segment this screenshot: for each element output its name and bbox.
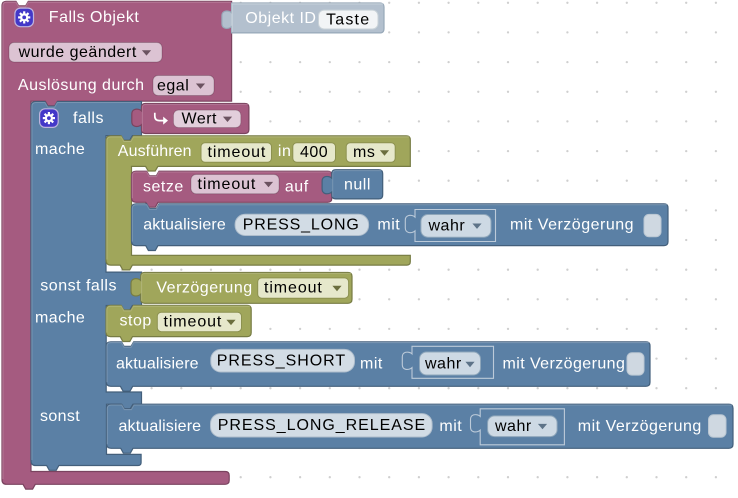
svg-text:mit: mit [360,356,383,373]
svg-text:PRESS_LONG_RELEASE: PRESS_LONG_RELEASE [218,417,426,434]
svg-text:Objekt ID: Objekt ID [245,10,316,27]
svg-text:aktualisiere: aktualisiere [143,216,226,233]
svg-text:mache: mache [35,141,85,158]
svg-text:wahr: wahr [494,418,532,435]
svg-text:in: in [278,143,291,160]
svg-text:PRESS_LONG: PRESS_LONG [243,217,360,234]
svg-text:Taste: Taste [326,12,370,29]
svg-text:ms: ms [353,144,375,161]
svg-text:mit: mit [377,216,400,233]
svg-text:timeout: timeout [198,176,257,193]
svg-text:timeout: timeout [208,144,267,161]
svg-text:mache: mache [35,309,85,326]
svg-text:Ausführen: Ausführen [118,143,192,160]
svg-text:Verzögerung: Verzögerung [156,280,252,297]
svg-text:auf: auf [285,178,309,195]
svg-text:PRESS_SHORT: PRESS_SHORT [217,353,346,370]
svg-text:400: 400 [300,144,328,161]
svg-text:null: null [344,176,371,193]
svg-text:falls: falls [73,110,104,127]
svg-text:mit Verzögerung: mit Verzögerung [503,356,626,373]
svg-text:Falls Objekt: Falls Objekt [49,9,140,26]
svg-text:mit Verzögerung: mit Verzögerung [510,216,634,233]
svg-text:wahr: wahr [424,356,462,373]
svg-text:aktualisiere: aktualisiere [119,418,202,435]
svg-text:egal: egal [157,77,189,94]
svg-text:stop: stop [120,313,152,330]
svg-text:Auslösung durch: Auslösung durch [18,77,145,94]
svg-text:setze: setze [143,178,184,195]
svg-text:sonst: sonst [40,408,80,425]
svg-text:wahr: wahr [428,217,466,234]
svg-text:mit Verzögerung: mit Verzögerung [578,418,702,435]
svg-text:wurde geändert: wurde geändert [18,44,137,61]
svg-text:sonst falls: sonst falls [40,278,117,295]
svg-text:mit: mit [439,418,462,435]
svg-text:timeout: timeout [264,280,323,297]
svg-text:timeout: timeout [164,314,223,331]
svg-text:aktualisiere: aktualisiere [116,356,199,373]
svg-text:Wert: Wert [182,111,218,128]
